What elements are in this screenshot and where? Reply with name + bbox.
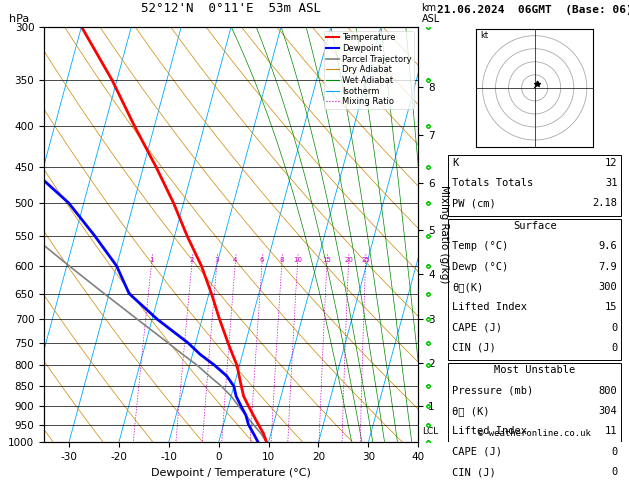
Y-axis label: Mixing Ratio (g/kg): Mixing Ratio (g/kg) [438, 185, 448, 284]
Text: 2.18: 2.18 [593, 198, 618, 208]
Text: 52°12'N  0°11'E  53m ASL: 52°12'N 0°11'E 53m ASL [141, 1, 321, 15]
Text: hPa: hPa [9, 14, 30, 24]
Text: 20: 20 [344, 257, 353, 263]
Text: 21.06.2024  06GMT  (Base: 06): 21.06.2024 06GMT (Base: 06) [437, 4, 629, 15]
Text: 4: 4 [233, 257, 238, 263]
Text: Dewp (°C): Dewp (°C) [452, 261, 508, 272]
Legend: Temperature, Dewpoint, Parcel Trajectory, Dry Adiabat, Wet Adiabat, Isotherm, Mi: Temperature, Dewpoint, Parcel Trajectory… [324, 31, 414, 109]
Text: Totals Totals: Totals Totals [452, 178, 533, 188]
Text: © weatheronline.co.uk: © weatheronline.co.uk [478, 429, 591, 438]
Text: 25: 25 [361, 257, 370, 263]
Text: PW (cm): PW (cm) [452, 198, 496, 208]
Text: CIN (J): CIN (J) [452, 343, 496, 353]
Text: 12: 12 [605, 157, 618, 168]
Bar [448, 219, 621, 360]
Text: 9.6: 9.6 [599, 241, 618, 251]
Text: Surface: Surface [513, 221, 557, 231]
Text: 11: 11 [605, 427, 618, 436]
Text: K: K [452, 157, 458, 168]
Text: 31: 31 [605, 178, 618, 188]
Text: Lifted Index: Lifted Index [452, 427, 527, 436]
Text: 800: 800 [599, 386, 618, 396]
Text: 15: 15 [323, 257, 331, 263]
Text: CAPE (J): CAPE (J) [452, 447, 502, 457]
Text: 6: 6 [260, 257, 264, 263]
Text: 1: 1 [149, 257, 154, 263]
Text: Lifted Index: Lifted Index [452, 302, 527, 312]
Text: θᴇ(K): θᴇ(K) [452, 282, 483, 292]
Text: 0: 0 [611, 323, 618, 332]
Text: 300: 300 [599, 282, 618, 292]
Text: CAPE (J): CAPE (J) [452, 323, 502, 332]
Bar [448, 155, 621, 216]
Text: 0: 0 [611, 467, 618, 477]
Bar [448, 364, 621, 485]
Text: CIN (J): CIN (J) [452, 467, 496, 477]
Text: LCL: LCL [422, 427, 438, 436]
Text: Most Unstable: Most Unstable [494, 365, 576, 375]
Text: 7.9: 7.9 [599, 261, 618, 272]
Text: Temp (°C): Temp (°C) [452, 241, 508, 251]
Text: kt: kt [480, 31, 488, 40]
Text: 0: 0 [611, 343, 618, 353]
Text: 8: 8 [280, 257, 284, 263]
X-axis label: Dewpoint / Temperature (°C): Dewpoint / Temperature (°C) [151, 468, 311, 478]
Text: 15: 15 [605, 302, 618, 312]
Text: 3: 3 [214, 257, 219, 263]
Text: 2: 2 [190, 257, 194, 263]
Text: 10: 10 [293, 257, 302, 263]
Text: km
ASL: km ASL [421, 3, 440, 24]
Text: 0: 0 [611, 447, 618, 457]
Text: 304: 304 [599, 406, 618, 416]
Text: θᴇ (K): θᴇ (K) [452, 406, 489, 416]
Text: Pressure (mb): Pressure (mb) [452, 386, 533, 396]
